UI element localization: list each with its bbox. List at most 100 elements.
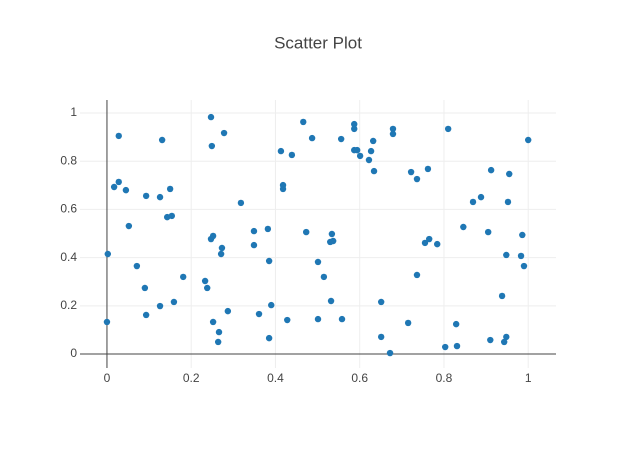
x-tick-label: 0.8	[436, 371, 453, 385]
point	[288, 151, 296, 159]
x-tick-label: 1	[525, 371, 532, 385]
point	[369, 137, 377, 145]
point	[377, 298, 385, 306]
point	[250, 227, 258, 235]
point	[141, 284, 149, 292]
point	[434, 240, 441, 248]
point	[444, 125, 452, 133]
point	[460, 223, 467, 231]
x-tick-label: 0.4	[267, 371, 284, 385]
point	[115, 178, 122, 186]
point	[156, 193, 164, 201]
point	[255, 310, 263, 318]
point	[503, 333, 510, 341]
point	[500, 338, 508, 346]
x-tick-label: 0.6	[351, 371, 368, 385]
point	[424, 165, 432, 173]
point	[110, 183, 118, 191]
point	[520, 262, 528, 270]
point	[370, 167, 378, 175]
point	[356, 152, 364, 160]
point	[498, 292, 506, 300]
point	[452, 320, 460, 328]
point	[300, 118, 307, 126]
point	[337, 135, 345, 143]
point	[314, 315, 322, 323]
point	[218, 244, 226, 252]
point	[426, 235, 433, 243]
point	[207, 113, 215, 121]
point	[407, 168, 415, 176]
point	[517, 252, 525, 260]
point	[215, 328, 223, 336]
y-tick-label: 0	[70, 346, 77, 360]
point	[214, 338, 222, 346]
point	[413, 271, 421, 279]
point	[237, 199, 245, 207]
point	[122, 186, 130, 194]
point	[477, 193, 485, 201]
point	[265, 257, 273, 265]
point	[329, 237, 337, 245]
point	[224, 307, 232, 315]
point	[204, 284, 211, 292]
point	[156, 302, 164, 310]
point	[104, 250, 112, 258]
y-tick-label: 0.4	[60, 250, 77, 264]
point	[506, 170, 513, 178]
point	[386, 349, 394, 357]
point	[524, 136, 532, 144]
point	[338, 315, 346, 323]
point	[421, 239, 429, 247]
point	[328, 230, 336, 238]
point	[284, 316, 291, 324]
point	[268, 301, 275, 309]
point	[158, 136, 166, 144]
point	[404, 319, 412, 327]
x-tick-label: 0.2	[183, 371, 200, 385]
point	[367, 147, 375, 155]
point	[142, 192, 150, 200]
point	[351, 125, 358, 133]
point	[208, 142, 216, 150]
y-tick-label: 0.8	[60, 153, 77, 167]
point	[142, 311, 150, 319]
point	[264, 225, 272, 233]
point	[519, 231, 526, 239]
y-tick-label: 0.2	[60, 298, 77, 312]
point	[504, 198, 512, 206]
point	[170, 298, 178, 306]
point	[484, 228, 492, 236]
point	[327, 297, 335, 305]
point	[365, 156, 373, 164]
point	[265, 334, 273, 342]
point	[201, 277, 209, 285]
point	[209, 318, 217, 326]
point	[277, 147, 285, 155]
point	[166, 185, 174, 193]
point	[103, 318, 111, 326]
point	[303, 228, 310, 236]
point	[389, 125, 397, 133]
y-tick-label: 0.6	[60, 202, 77, 216]
point	[308, 134, 316, 142]
point	[487, 166, 495, 174]
point	[279, 185, 287, 193]
point	[168, 212, 176, 220]
point	[469, 198, 477, 206]
point	[320, 273, 328, 281]
point	[389, 130, 397, 138]
point	[217, 250, 225, 258]
point	[125, 222, 133, 230]
point	[314, 258, 322, 266]
point	[250, 241, 258, 249]
y-tick-label: 1	[70, 105, 77, 119]
chart-title: Scatter Plot	[274, 33, 362, 52]
point	[353, 146, 361, 154]
point	[377, 333, 385, 341]
point	[453, 342, 461, 350]
point	[209, 232, 217, 240]
point	[413, 175, 421, 183]
point	[503, 251, 510, 259]
